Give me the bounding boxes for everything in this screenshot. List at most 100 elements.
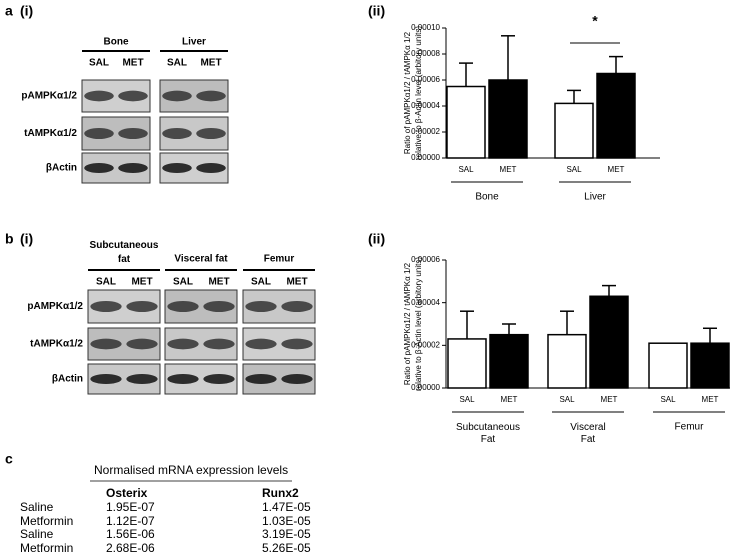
panel-sub: (i): [20, 231, 33, 247]
x-tick-label: SAL: [458, 165, 474, 174]
table-cell: 1.47E-05: [262, 500, 311, 514]
lane-label: MET: [286, 277, 307, 288]
band: [162, 90, 192, 102]
y-tick-label: 0.00006: [411, 255, 440, 264]
band: [196, 128, 226, 139]
panel-sub: (ii): [368, 3, 385, 19]
bar: [489, 333, 529, 389]
y-axis-label: Ratio of pAMPKα1/2 / tAMPKα 1/2: [403, 262, 412, 385]
row-label: βActin: [46, 163, 77, 174]
table-title: Normalised mRNA expression levels: [94, 463, 288, 477]
y-tick-label: 0.00002: [411, 127, 440, 136]
table-cell: 1.56E-06: [106, 527, 155, 541]
x-tick-label: SAL: [459, 395, 475, 404]
lane-label: MET: [200, 58, 221, 69]
band: [90, 338, 122, 350]
bar: [690, 342, 730, 389]
x-tick-label: MET: [601, 395, 618, 404]
y-tick-label: 0.00000: [411, 153, 440, 162]
band: [196, 163, 226, 173]
band: [203, 301, 235, 312]
bar: [488, 79, 528, 159]
bar: [596, 72, 636, 159]
band: [126, 338, 158, 350]
band: [281, 338, 313, 350]
table-cell: 3.19E-05: [262, 527, 311, 541]
band: [84, 163, 114, 173]
significance-mark: *: [592, 13, 598, 29]
blot-group: Bone: [104, 37, 129, 48]
lane-label: SAL: [96, 277, 116, 288]
lane-label: SAL: [251, 277, 271, 288]
row-label: pAMPKα1/2: [27, 301, 83, 312]
bar: [554, 102, 594, 159]
table-cell: Metformin: [20, 541, 73, 555]
bar: [446, 85, 486, 159]
category-label: Bone: [475, 192, 499, 203]
x-tick-label: MET: [501, 395, 518, 404]
row-label: pAMPKα1/2: [21, 91, 77, 102]
blot-group: Subcutaneous fat: [90, 240, 159, 265]
band: [167, 301, 199, 312]
bar: [648, 342, 688, 389]
y-tick-label: 0.00000: [411, 383, 440, 392]
category-label: Femur: [675, 422, 705, 433]
x-tick-label: MET: [702, 395, 719, 404]
panel-letter: b: [5, 231, 14, 247]
band: [203, 338, 235, 350]
band: [167, 338, 199, 350]
category-label: Liver: [584, 192, 606, 203]
panel-letter: c: [5, 451, 13, 467]
row-label: βActin: [52, 374, 83, 385]
y-tick-label: 0.00010: [411, 23, 440, 32]
band: [90, 301, 122, 312]
lane-label: MET: [131, 277, 152, 288]
bar: [589, 295, 629, 389]
lane-label: SAL: [167, 58, 187, 69]
band: [118, 128, 148, 139]
band: [162, 128, 192, 139]
table-cell: Metformin: [20, 514, 73, 528]
table-cell: 1.95E-07: [106, 500, 155, 514]
panel-letter: a: [5, 3, 13, 19]
table-cell: 1.03E-05: [262, 514, 311, 528]
bar: [447, 338, 487, 389]
table-cell: 2.68E-06: [106, 541, 155, 555]
y-tick-label: 0.00004: [411, 101, 440, 110]
band: [245, 374, 277, 384]
panel-sub: (i): [20, 3, 33, 19]
band: [162, 163, 192, 173]
row-label: tAMPKα1/2: [30, 339, 83, 350]
band: [281, 301, 313, 312]
y-tick-label: 0.00006: [411, 75, 440, 84]
band: [126, 301, 158, 312]
y-tick-label: 0.00002: [411, 340, 440, 349]
row-label: tAMPKα1/2: [24, 128, 77, 139]
lane-label: MET: [208, 277, 229, 288]
table-cell: Saline: [20, 527, 54, 541]
col-header: Osterix: [106, 486, 148, 500]
panel-sub: (ii): [368, 231, 385, 247]
table-cell: Saline: [20, 500, 54, 514]
band: [167, 374, 199, 384]
band: [84, 90, 114, 102]
band: [126, 374, 158, 384]
y-axis-label: relative to β-Actin level (arbitory unit…: [414, 26, 423, 160]
lane-label: MET: [122, 58, 143, 69]
table-cell: 1.12E-07: [106, 514, 155, 528]
y-axis-label: Ratio of pAMPKα1/2 / tAMPKα 1/2: [403, 31, 412, 154]
x-tick-label: SAL: [559, 395, 575, 404]
y-axis-label: relative to β-Actin level (arbitory unit…: [414, 257, 423, 391]
band: [281, 374, 313, 384]
band: [118, 163, 148, 173]
x-tick-label: MET: [608, 165, 625, 174]
lane-label: SAL: [89, 58, 109, 69]
band: [245, 301, 277, 312]
y-tick-label: 0.00008: [411, 49, 440, 58]
col-header: Runx2: [262, 486, 299, 500]
band: [196, 90, 226, 102]
x-tick-label: SAL: [660, 395, 676, 404]
blot-group: Liver: [182, 37, 206, 48]
lane-label: SAL: [173, 277, 193, 288]
